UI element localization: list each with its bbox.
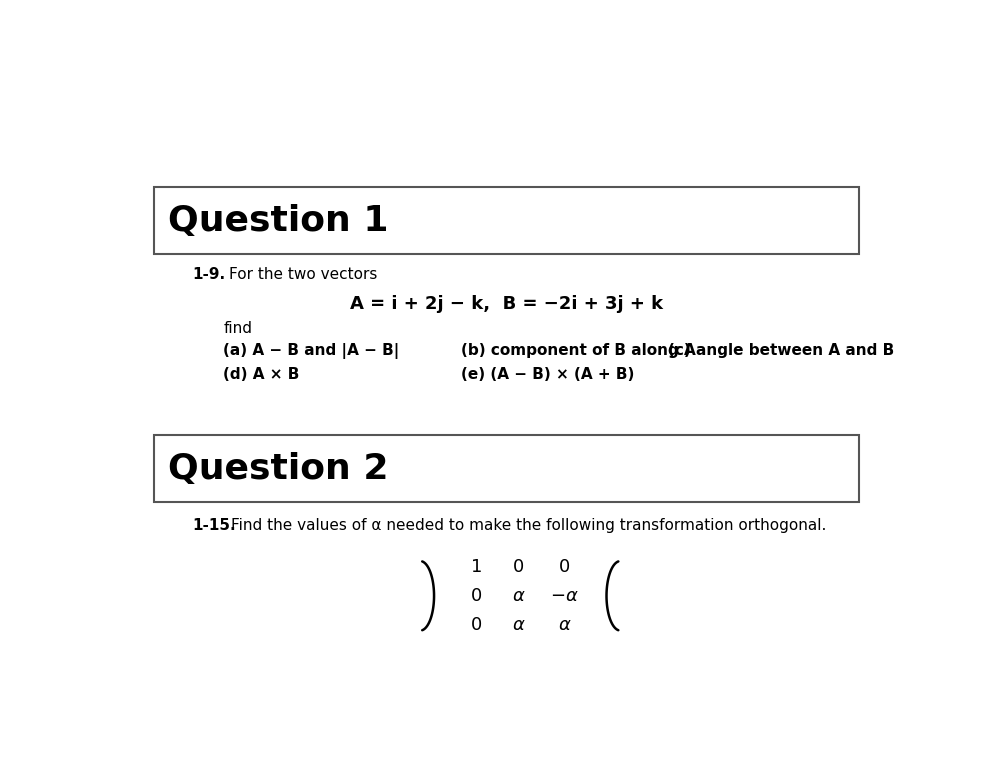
Text: 1-9.: 1-9. xyxy=(193,268,225,282)
Text: $\alpha$: $\alpha$ xyxy=(511,587,525,605)
Text: $\alpha$: $\alpha$ xyxy=(558,616,572,634)
Text: find: find xyxy=(224,321,252,336)
Text: (a) A − B and |A − B|: (a) A − B and |A − B| xyxy=(224,343,400,359)
Text: (c) angle between A and B: (c) angle between A and B xyxy=(668,343,894,359)
Text: Question 2: Question 2 xyxy=(168,452,389,486)
FancyBboxPatch shape xyxy=(154,187,859,255)
Text: A = i + 2j − k,  B = −2i + 3j + k: A = i + 2j − k, B = −2i + 3j + k xyxy=(350,295,664,313)
Text: $1$: $1$ xyxy=(471,558,482,575)
Text: (e) (A − B) × (A + B): (e) (A − B) × (A + B) xyxy=(461,367,634,381)
Text: $0$: $0$ xyxy=(559,558,571,575)
Text: $\alpha$: $\alpha$ xyxy=(511,616,525,634)
Text: $0$: $0$ xyxy=(470,587,483,605)
FancyBboxPatch shape xyxy=(154,435,859,503)
Text: (d) A × B: (d) A × B xyxy=(224,367,300,381)
Text: Find the values of α needed to make the following transformation orthogonal.: Find the values of α needed to make the … xyxy=(231,518,826,534)
Text: For the two vectors: For the two vectors xyxy=(228,268,377,282)
Text: 1-15.: 1-15. xyxy=(193,518,236,534)
Text: $0$: $0$ xyxy=(470,616,483,634)
Text: (b) component of B along A: (b) component of B along A xyxy=(461,343,695,359)
Text: $0$: $0$ xyxy=(512,558,524,575)
Text: $-\alpha$: $-\alpha$ xyxy=(550,587,579,605)
Text: Question 1: Question 1 xyxy=(168,204,389,238)
